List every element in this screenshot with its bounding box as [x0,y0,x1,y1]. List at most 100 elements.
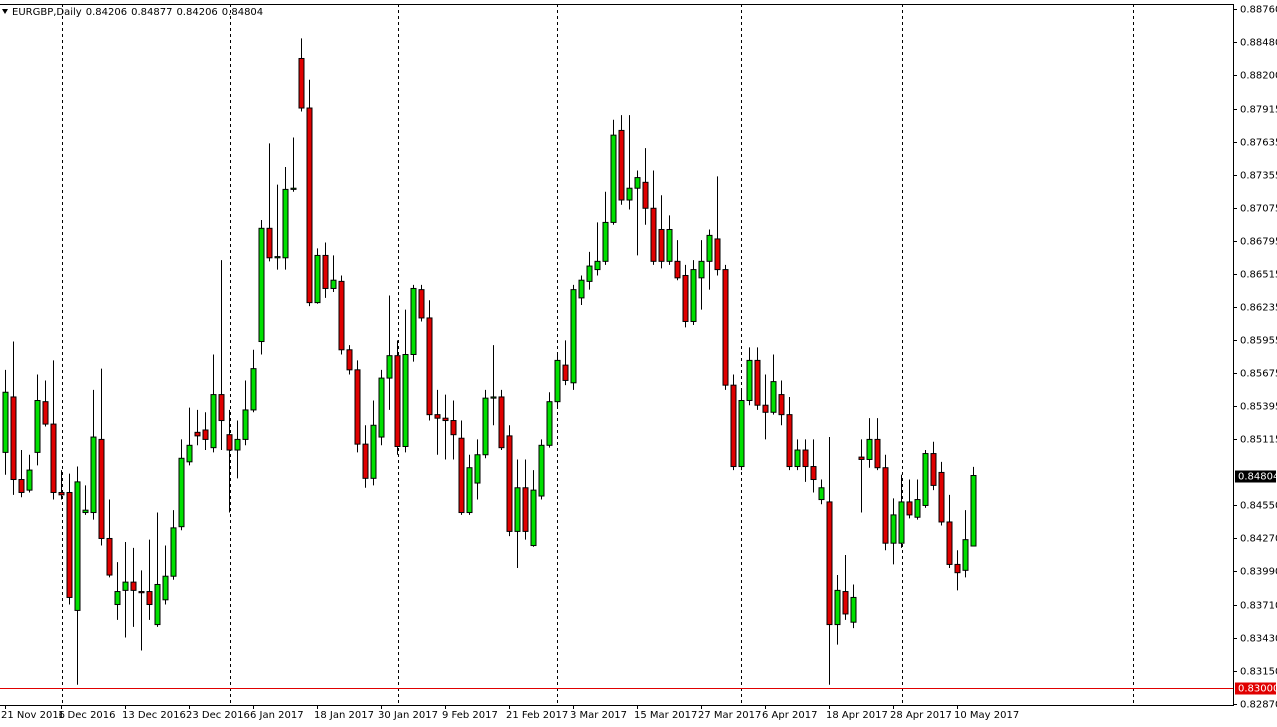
candle-body-down [642,181,649,209]
candle-body-up [698,260,705,279]
candle-body-down [762,404,769,413]
candle-body-down [938,471,945,523]
candle-body-up [2,391,9,453]
x-tick-label: 9 Feb 2017 [442,710,498,721]
candle-body-up [602,221,609,262]
candle-body-down [394,355,401,447]
candle-body-down [826,501,833,626]
candle-body-up [850,596,857,623]
candle-body-down [498,396,505,449]
candle-body-down [722,269,729,386]
candle-body-down [802,449,809,468]
x-tick-label: 6 Jan 2017 [250,710,304,721]
candle-body-up [154,583,161,626]
candle-body-down [138,591,145,594]
candle-body-up [178,457,185,528]
candle-body-down [930,453,937,486]
candle-body-up [570,289,577,384]
candle-body-up [738,399,745,468]
level-label: 0.83000 [1238,684,1277,695]
candle-body-down [450,420,457,436]
month-separators [62,4,1134,705]
x-tick-label: 15 Mar 2017 [634,710,697,721]
candle-body-up [530,489,537,547]
candle-body-down [266,227,273,259]
candle-body-down [418,289,425,319]
candle-body-up [898,501,905,544]
candle-body-up [258,227,265,343]
candle-body-up [890,514,897,544]
candle-body-down [434,414,441,419]
x-tick-label: 1 Dec 2016 [58,710,116,721]
candle-body-down [146,591,153,606]
candle-body-up [282,188,289,259]
candle-body-down [426,317,433,416]
candle-body-up [482,397,489,456]
candle-body-down [946,521,953,565]
y-tick-label: 0.86235 [1240,303,1277,314]
y-tick-label: 0.85115 [1240,435,1277,446]
candle-body-up [586,265,593,282]
candle-body-down [50,423,57,493]
candle-body-down [674,260,681,279]
candle-body-up [770,381,777,413]
x-tick-label: 21 Feb 2017 [506,710,568,721]
candle-body-down [362,443,369,479]
candle-body-up [410,287,417,356]
candle-body-down [714,238,721,271]
candle-body-down [882,467,889,544]
candle-body-up [490,396,497,399]
candle-body-down [786,414,793,468]
x-tick-label: 21 Nov 2016 [1,710,65,721]
candle-body-up [706,234,713,262]
y-tick-label: 0.87075 [1240,204,1277,215]
x-tick-label: 18 Apr 2017 [826,710,888,721]
header-high: 0.84877 [131,7,172,18]
candle-body-up [866,438,873,460]
candle-body-up [330,279,337,289]
candle-body-up [378,377,385,438]
candle-body-down [58,491,65,496]
candle-body-up [370,424,377,479]
candle-body-up [386,355,393,379]
candle-body-up [26,469,33,491]
candle-body-up [274,256,281,259]
header-close: 0.84804 [222,7,263,18]
candle-body-up [122,581,129,591]
candle-body-up [538,444,545,497]
candle-body-up [474,454,481,484]
candle-body-down [442,417,449,422]
candle-body-down [522,487,529,532]
candle-body-down [218,394,225,422]
candle-body-up [794,449,801,468]
candle-body-down [18,479,25,493]
candle-body-up [962,539,969,571]
candle-body-down [42,401,49,425]
candle-body-down [730,384,737,468]
y-tick-label: 0.86795 [1240,237,1277,248]
y-tick-label: 0.85675 [1240,369,1277,380]
candle-body-down [194,431,201,437]
candle-body-down [562,364,569,381]
candle-body-down [778,394,785,416]
candle-body-down [658,228,665,262]
header-low: 0.84206 [176,7,217,18]
candle-body-down [810,466,817,481]
y-tick-label: 0.87355 [1240,171,1277,182]
x-tick-label: 13 Dec 2016 [122,710,186,721]
symbol: EURGBP,Daily [12,7,82,18]
candle-body-up [746,359,753,401]
header-arrow [2,9,8,14]
candle-body-up [578,279,585,299]
candle-body-down [106,537,113,576]
candle-body-up [82,509,89,514]
